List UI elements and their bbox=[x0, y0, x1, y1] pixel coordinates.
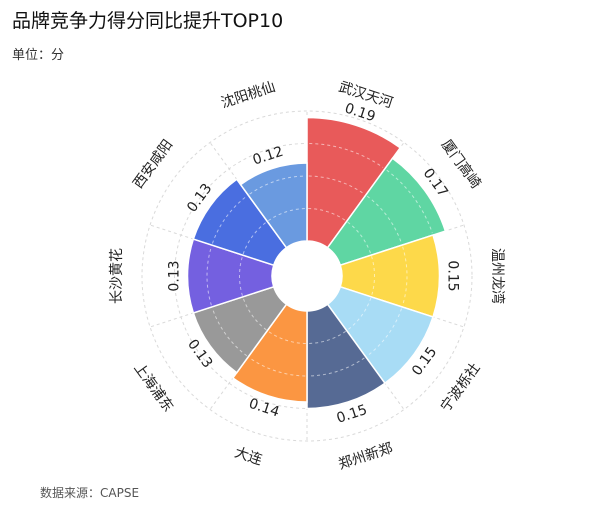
bar-grid-overlay bbox=[309, 143, 384, 168]
bar-grid-overlay bbox=[206, 246, 212, 306]
grid-spoke bbox=[149, 224, 274, 266]
value-label: 0.12 bbox=[251, 144, 286, 169]
unit-label: 单位：分 bbox=[12, 48, 65, 63]
bar-grid-overlay bbox=[366, 308, 403, 357]
grid-ring bbox=[141, 110, 473, 442]
data-source: 数据来源：CAPSE bbox=[40, 486, 140, 500]
bar-grid-overlay bbox=[308, 175, 365, 195]
bar-grid-overlay bbox=[267, 208, 306, 222]
category-label: 郑州新郑 bbox=[337, 440, 395, 473]
bar-grid-overlay bbox=[239, 256, 243, 296]
bar-大连 bbox=[231, 303, 308, 403]
value-label: 0.14 bbox=[247, 396, 282, 421]
category-label: 上海浦东 bbox=[130, 360, 176, 415]
category-label: 温州龙湾 bbox=[489, 248, 506, 304]
bar-武汉天河 bbox=[306, 116, 402, 249]
value-label-layer: 0.190.170.150.150.150.140.130.130.130.12 bbox=[167, 100, 461, 426]
bar-layer bbox=[186, 116, 447, 410]
grid-spoke bbox=[209, 304, 287, 410]
bar-西安咸阳 bbox=[192, 178, 288, 267]
center-hole bbox=[272, 241, 342, 311]
value-label: 0.15 bbox=[445, 260, 461, 291]
bar-grid-overlay bbox=[308, 208, 347, 222]
bar-grid-overlay bbox=[267, 330, 306, 344]
bar-grid-overlay bbox=[308, 357, 365, 377]
grid-spoke bbox=[149, 286, 274, 328]
category-label: 大连 bbox=[232, 445, 264, 469]
bar-grid-overlay bbox=[402, 246, 408, 306]
bar-grid-overlay bbox=[211, 308, 248, 357]
bar-grid-overlay bbox=[347, 297, 372, 331]
grid-spoke bbox=[340, 286, 465, 328]
bar-上海浦东 bbox=[192, 285, 288, 374]
bar-温州龙湾 bbox=[339, 234, 441, 318]
bar-grid-overlay bbox=[242, 221, 267, 255]
category-label: 沈阳桃仙 bbox=[219, 79, 277, 112]
bar-grid-overlay bbox=[308, 330, 347, 344]
grid-spoke bbox=[327, 304, 405, 410]
chart-title: 品牌竞争力得分同比提升TOP10 bbox=[12, 10, 284, 32]
bar-grid-overlay bbox=[366, 195, 403, 244]
category-label: 西安咸阳 bbox=[130, 137, 176, 192]
value-label: 0.15 bbox=[335, 402, 370, 427]
bar-grid-overlay bbox=[249, 357, 306, 377]
value-label: 0.13 bbox=[167, 260, 183, 291]
bar-grid-overlay bbox=[371, 256, 375, 296]
bar-grid-overlay bbox=[249, 175, 306, 195]
bar-郑州新郑 bbox=[306, 303, 386, 410]
bar-宁波栎社 bbox=[326, 285, 434, 385]
grid-spoke bbox=[209, 142, 287, 248]
bar-厦门高崎 bbox=[326, 157, 447, 267]
bar-沈阳桃仙 bbox=[239, 162, 308, 249]
bar-grid-overlay bbox=[242, 297, 267, 331]
category-label: 长沙黄花 bbox=[108, 248, 125, 304]
bar-grid-overlay bbox=[211, 195, 248, 244]
bar-grid-overlay bbox=[347, 221, 372, 255]
bar-grid-overlay bbox=[386, 169, 433, 234]
